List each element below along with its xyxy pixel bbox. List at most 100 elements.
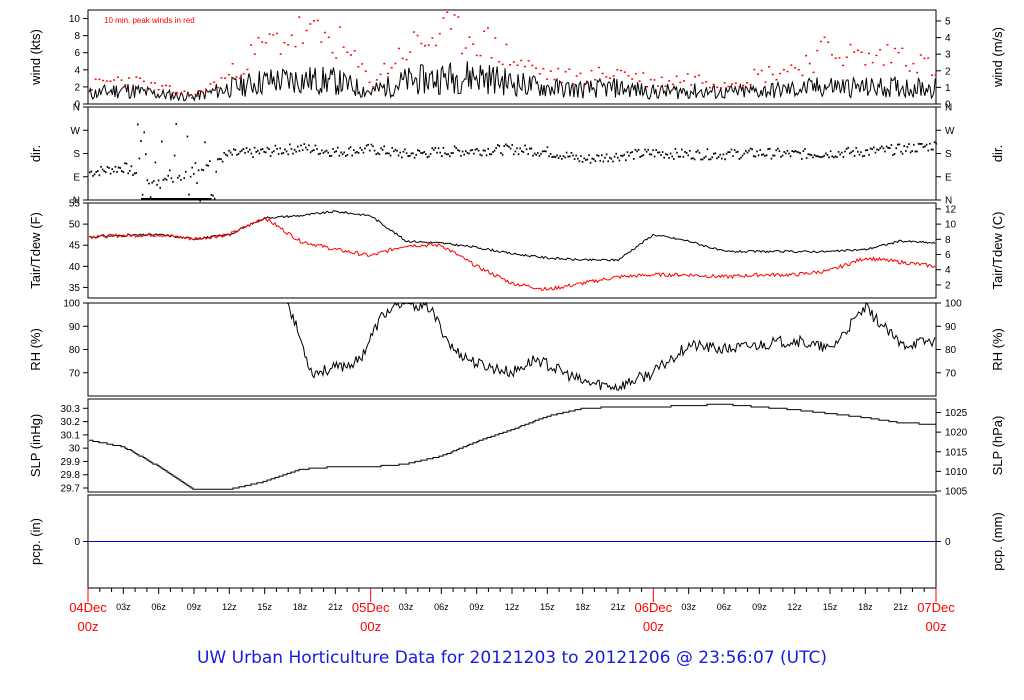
wind-direction-point [711, 156, 713, 159]
wind-direction-point [439, 151, 441, 154]
peak-wind-dot [583, 85, 586, 87]
wind-direction-point [236, 153, 238, 156]
peak-wind-dot [557, 67, 560, 70]
wind-direction-point [809, 153, 811, 156]
wind-direction-point [554, 156, 557, 158]
wind-direction-point [122, 171, 125, 173]
wind-direction-point [636, 150, 638, 153]
wind-direction-point [455, 147, 457, 149]
wind-direction-point [373, 149, 376, 152]
x-axis-hour-label: 03z [116, 602, 131, 612]
wind-direction-point [357, 152, 360, 154]
wind-direction-point [700, 158, 702, 161]
peak-wind-dot [609, 77, 611, 79]
peak-wind-dot [605, 76, 608, 78]
peak-wind-dot [449, 28, 452, 30]
wind-direction-point [95, 171, 97, 173]
wind-direction-point [338, 154, 341, 157]
wind-direction-point [783, 151, 785, 153]
peak-wind-dot [675, 75, 678, 78]
wind-direction-point [543, 150, 545, 153]
p0-right-tick-label: 5 [945, 16, 951, 27]
wind-direction-point [325, 149, 328, 152]
wind-direction-point [529, 147, 531, 150]
peak-wind-dot [886, 44, 889, 46]
wind-direction-point [137, 123, 139, 126]
peak-wind-dot [168, 85, 171, 87]
p1-left-tick-label: E [73, 172, 80, 183]
peak-wind-dot [690, 84, 693, 86]
peak-wind-dot [124, 84, 127, 86]
peak-wind-dot [612, 75, 615, 77]
wind-direction-point [684, 151, 686, 153]
peak-wind-dot [453, 14, 456, 16]
wind-direction-point [100, 165, 102, 168]
peak-wind-dot [660, 76, 663, 79]
wind-direction-point [615, 152, 617, 155]
x-axis-hour-label: 21z [893, 602, 908, 612]
wind-direction-point [609, 156, 611, 159]
p4-right-tick-label: 1025 [945, 408, 968, 419]
panel-2-ylabel-left: Tair/Tdew (F) [28, 212, 43, 289]
wind-direction-point [834, 155, 837, 158]
wind-direction-point [153, 180, 155, 182]
peak-wind-dot [372, 86, 375, 88]
wind-direction-point [673, 158, 675, 160]
peak-wind-dot [220, 77, 223, 79]
wind-direction-point [884, 150, 886, 153]
peak-wind-dot [468, 36, 471, 38]
wind-direction-point [114, 165, 117, 168]
wind-direction-point [117, 166, 120, 169]
wind-direction-point [882, 147, 885, 150]
wind-direction-point [332, 148, 334, 150]
wind-direction-point [815, 155, 817, 158]
wind-direction-point [850, 151, 853, 154]
peak-wind-dot [198, 90, 201, 92]
peak-wind-dot [853, 51, 856, 53]
wind-direction-point [191, 166, 193, 169]
wind-direction-point [295, 150, 297, 153]
wind-direction-point [652, 149, 654, 152]
wind-direction-point [791, 150, 793, 152]
peak-wind-dot [509, 64, 512, 66]
wind-direction-point [473, 152, 475, 155]
wind-direction-point [381, 149, 384, 151]
wind-direction-point [167, 174, 169, 177]
wind-direction-point [845, 148, 848, 150]
wind-direction-point [303, 143, 305, 145]
p4-left-tick-label: 29.9 [61, 457, 81, 468]
p3-right-tick-label: 70 [945, 368, 957, 379]
peak-wind-dot [420, 42, 423, 45]
peak-wind-dot [409, 51, 412, 53]
peak-wind-dot [253, 53, 256, 55]
peak-wind-dot [224, 77, 227, 79]
wind-direction-point [852, 150, 854, 152]
wind-direction-point [625, 159, 627, 162]
wind-direction-point [575, 154, 577, 157]
wind-direction-point [132, 174, 134, 176]
wind-direction-point [892, 154, 894, 156]
wind-direction-point [185, 170, 187, 173]
peak-wind-dot [213, 81, 216, 83]
wind-direction-point [178, 174, 181, 177]
wind-direction-point [681, 148, 683, 151]
peak-wind-dot [594, 79, 597, 81]
peak-wind-dot [94, 78, 97, 80]
peak-wind-dot [834, 57, 837, 59]
peak-wind-dot [531, 64, 534, 67]
wind-direction-point [135, 172, 137, 174]
wind-direction-point [927, 149, 929, 152]
peak-wind-dot [705, 81, 708, 83]
peak-wind-dot [364, 70, 367, 72]
peak-wind-dot [290, 34, 293, 36]
peak-wind-dot [483, 30, 486, 32]
wind-direction-point [201, 168, 203, 171]
wind-direction-point [865, 149, 867, 152]
p3-right-tick-label: 100 [945, 299, 962, 310]
wind-direction-point [825, 152, 827, 155]
wind-direction-point [335, 150, 337, 153]
peak-wind-dot [653, 79, 656, 81]
wind-direction-point [548, 155, 550, 158]
wind-direction-point [853, 155, 856, 157]
wind-direction-point [284, 148, 286, 151]
